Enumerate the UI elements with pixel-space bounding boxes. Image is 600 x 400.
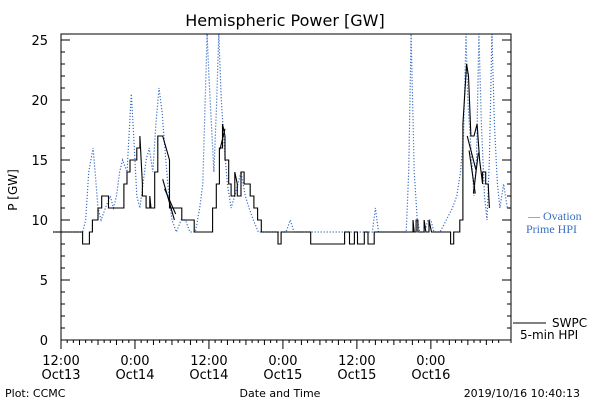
x-tick-label-time: 12:00 bbox=[190, 354, 227, 369]
series-segment-5 bbox=[472, 152, 479, 194]
axes: 051015202512:00Oct130:00Oct1412:00Oct140… bbox=[31, 33, 512, 383]
plot-frame bbox=[60, 33, 512, 341]
legend-ovation-label-line2: Prime HPI bbox=[526, 222, 577, 236]
y-tick-label: 5 bbox=[40, 274, 48, 289]
series-segment-2 bbox=[219, 128, 226, 150]
series-line-1 bbox=[53, 63, 490, 245]
x-axis-title: Date and Time bbox=[240, 387, 321, 400]
x-tick-label-date: Oct14 bbox=[189, 368, 228, 383]
x-tick-label-time: 0:00 bbox=[416, 354, 445, 369]
series-segment-3 bbox=[466, 135, 477, 170]
y-tick-label: 0 bbox=[40, 334, 48, 349]
legend-ovation-label: — Ovation bbox=[527, 209, 582, 223]
x-tick-label-date: Oct14 bbox=[115, 368, 154, 383]
series-segment-1 bbox=[164, 188, 177, 215]
series-segment-0 bbox=[162, 179, 175, 221]
legend-swpc-label: SWPC bbox=[552, 316, 587, 330]
y-tick-label: 15 bbox=[31, 154, 48, 169]
legend-swpc-label-line2: 5-min HPI bbox=[520, 328, 578, 342]
y-tick-label: 25 bbox=[31, 34, 48, 49]
x-tick-label-date: Oct15 bbox=[263, 368, 302, 383]
x-tick-label-date: Oct13 bbox=[41, 368, 80, 383]
y-tick-label: 10 bbox=[31, 214, 48, 229]
x-tick-label-date: Oct15 bbox=[337, 368, 376, 383]
plot-credit: Plot: CCMC bbox=[5, 387, 66, 400]
series-line-0 bbox=[53, 34, 511, 234]
y-axis-title: P [GW] bbox=[6, 169, 20, 211]
x-tick-label-time: 0:00 bbox=[120, 354, 149, 369]
x-tick-label-time: 12:00 bbox=[338, 354, 375, 369]
chart-title: Hemispheric Power [GW] bbox=[185, 11, 384, 30]
x-tick-label-time: 12:00 bbox=[42, 354, 79, 369]
plot-timestamp: 2019/10/16 10:40:13 bbox=[464, 387, 580, 400]
x-tick-label-time: 0:00 bbox=[268, 354, 297, 369]
y-tick-label: 20 bbox=[31, 94, 48, 109]
x-tick-label-date: Oct16 bbox=[411, 368, 450, 383]
chart-legend: — Ovation Prime HPI SWPC 5-min HPI bbox=[513, 209, 587, 342]
plot-area bbox=[53, 34, 511, 245]
